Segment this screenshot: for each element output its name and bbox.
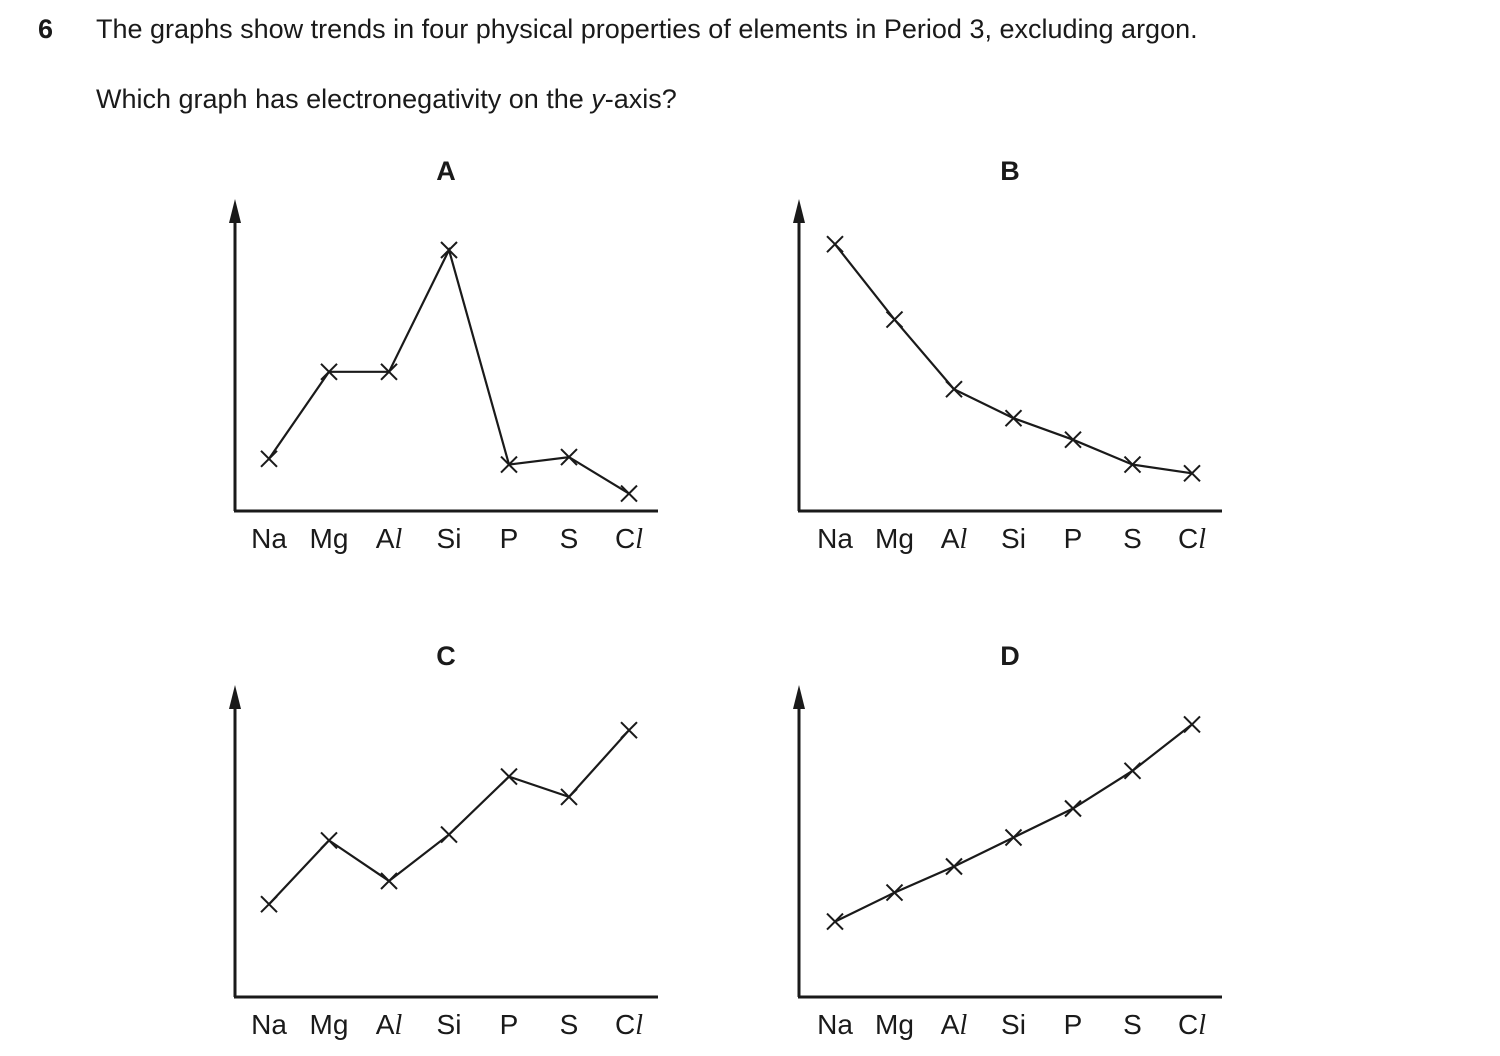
tick-label-s: S (1123, 523, 1142, 554)
data-point-mg (885, 310, 904, 329)
tick-label-p: P (500, 523, 519, 554)
data-point-cl (620, 721, 638, 739)
data-point-cl (620, 484, 638, 503)
y-axis-arrow (793, 685, 805, 709)
tick-label-al: Al (376, 1009, 403, 1041)
tick-label-si: Si (1001, 1009, 1026, 1040)
tick-label-p: P (1064, 523, 1083, 554)
tick-label-cl: Cl (615, 523, 643, 555)
graph-d-label: D (1000, 641, 1020, 671)
tick-label-cl: Cl (1178, 1009, 1206, 1041)
tick-label-si: Si (437, 1009, 462, 1040)
data-point-s (560, 788, 578, 806)
tick-label-mg: Mg (875, 523, 914, 554)
tick-label-al: Al (941, 1009, 968, 1041)
tick-label-na: Na (251, 1009, 287, 1040)
y-axis-arrow (229, 199, 241, 223)
tick-label-cl: Cl (1178, 523, 1206, 555)
graph-c: C Na Mg Al Si P S Cl (229, 641, 658, 1041)
graph-b: B Na Mg Al Si P S Cl (793, 156, 1222, 555)
data-point-mg (885, 883, 904, 902)
tick-label-al: Al (376, 523, 403, 555)
data-point-cl (1183, 715, 1201, 734)
data-point-na (260, 450, 278, 468)
data-point-al (945, 857, 963, 876)
series-line (268, 246, 630, 495)
data-point-na (826, 912, 844, 931)
data-point-al (380, 872, 398, 890)
question-prompt-pre: Which graph has electronegativity on the (96, 84, 592, 114)
y-axis-arrow (229, 685, 241, 709)
graph-a: A Na Mg Al Si P S Cl (229, 156, 658, 555)
tick-label-s: S (560, 1009, 579, 1040)
data-point-mg (320, 831, 338, 850)
data-point-mg (320, 363, 338, 381)
tick-label-s: S (1123, 1009, 1142, 1040)
data-point-s (1123, 762, 1142, 780)
tick-label-mg: Mg (310, 523, 349, 554)
graph-c-label: C (436, 641, 456, 671)
question-stem: The graphs show trends in four physical … (96, 14, 1198, 44)
tick-label-cl: Cl (615, 1009, 643, 1041)
data-point-p (1064, 799, 1082, 818)
tick-label-al: Al (941, 523, 968, 555)
tick-label-si: Si (1001, 523, 1026, 554)
data-point-si (440, 241, 458, 259)
tick-label-na: Na (251, 523, 287, 554)
tick-label-p: P (500, 1009, 519, 1040)
tick-label-na: Na (817, 1009, 853, 1040)
data-point-s (1123, 455, 1142, 474)
series-line (834, 723, 1193, 923)
tick-label-na: Na (817, 523, 853, 554)
data-point-al (945, 380, 963, 398)
data-point-p (500, 455, 518, 474)
tick-label-mg: Mg (875, 1009, 914, 1040)
data-point-cl (1183, 464, 1201, 483)
graph-d: D Na Mg Al Si P S Cl (793, 641, 1222, 1041)
question-prompt: Which graph has electronegativity on the… (96, 84, 677, 115)
data-point-p (500, 767, 518, 786)
data-point-si (1004, 409, 1023, 427)
data-point-s (560, 448, 578, 466)
tick-label-p: P (1064, 1009, 1083, 1040)
tick-label-s: S (560, 523, 579, 554)
y-axis-arrow (793, 199, 805, 223)
graph-a-label: A (436, 156, 456, 186)
question-number: 6 (38, 14, 54, 44)
tick-label-mg: Mg (310, 1009, 349, 1040)
data-point-si (440, 825, 458, 844)
data-point-na (826, 235, 844, 253)
data-point-al (380, 363, 398, 381)
graph-b-label: B (1000, 156, 1020, 186)
data-point-p (1064, 430, 1082, 449)
data-point-na (260, 895, 278, 913)
data-point-si (1004, 828, 1023, 847)
series-line (834, 243, 1193, 475)
question-prompt-post: -axis? (604, 84, 677, 114)
series-line (268, 729, 630, 905)
question-prompt-variable: y (591, 84, 605, 114)
tick-label-si: Si (437, 523, 462, 554)
